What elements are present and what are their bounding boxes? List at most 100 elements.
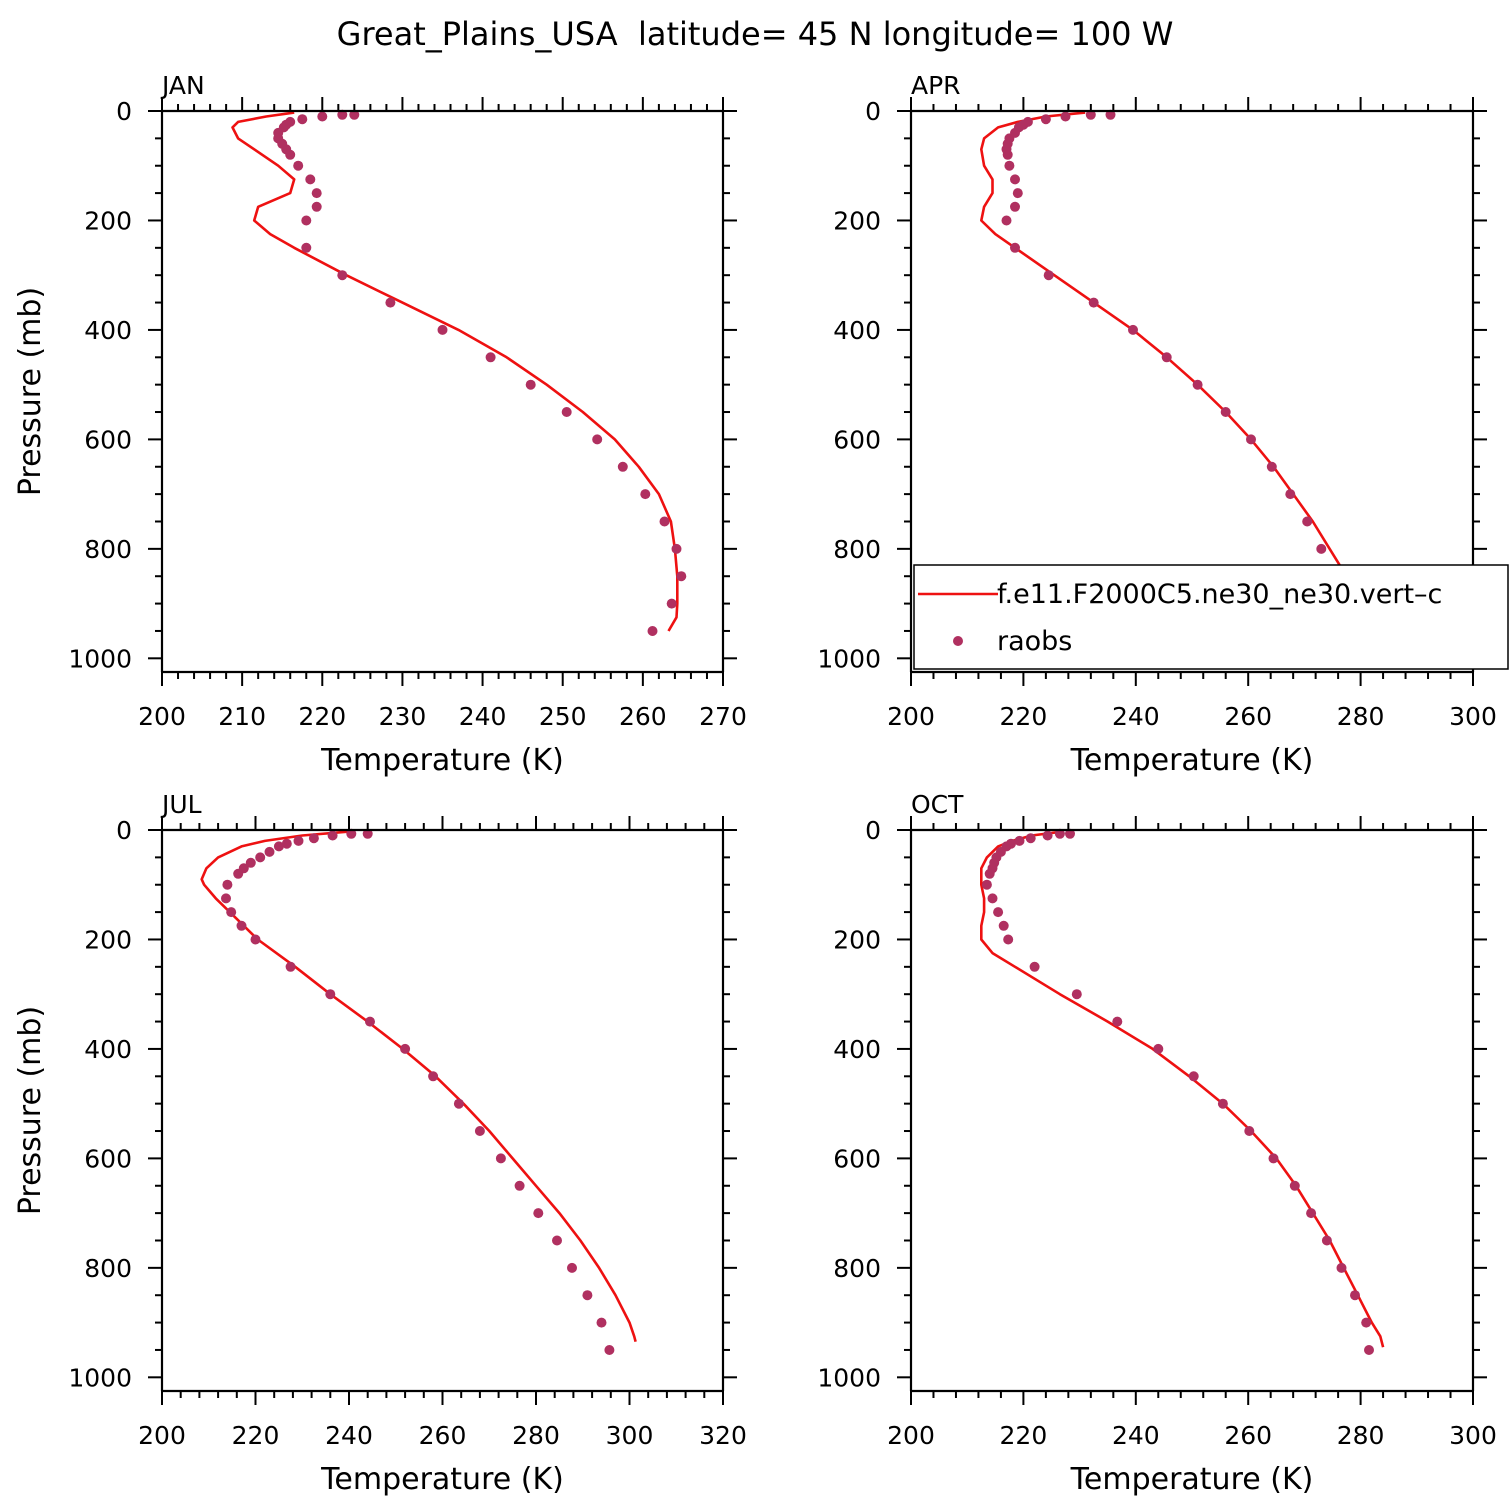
panel-oct-obs-point — [1065, 828, 1075, 839]
panel-jul-obs-point — [453, 1098, 464, 1109]
panel-jul-obs-point — [533, 1208, 544, 1219]
panel-oct-obs-point — [1042, 830, 1053, 841]
panel-oct-obs-point — [1014, 835, 1025, 846]
panel-apr-ytick-label: 600 — [833, 425, 881, 454]
panel-jan-obs-point — [647, 626, 658, 636]
panel-jul-ytick-label: 600 — [84, 1144, 132, 1173]
panel-jan-xtick-label: 230 — [379, 702, 427, 731]
panel-apr-obs-point — [1002, 149, 1013, 160]
panel-jul-obs-point — [365, 1016, 375, 1027]
panel-apr-obs-point — [1088, 297, 1099, 308]
panel-apr-obs-point — [1128, 324, 1138, 335]
panel-jul-obs-point — [474, 1126, 485, 1136]
panel-jul-ytick-label: 200 — [84, 925, 132, 954]
panel-jul: JUL 200 220 240 260 280 300 320 0 200 400 600 800 100… — [13, 790, 747, 1497]
panel-jul-obs-point — [582, 1290, 593, 1301]
panel-jan-ylabel: Pressure (mb) — [13, 287, 48, 496]
panel-oct-obs-point — [1188, 1071, 1199, 1082]
panel-oct-xtick-label: 280 — [1337, 1421, 1385, 1450]
panel-apr-ytick-label: 800 — [833, 535, 881, 564]
panel-oct-obs-point — [993, 907, 1004, 918]
figure-title: Great_Plains_USA latitude= 45 N longitud… — [337, 15, 1174, 53]
panel-oct-obs-point — [1029, 961, 1040, 972]
panel-jul-obs-point — [308, 833, 319, 844]
panel-apr-xtick-label: 280 — [1337, 702, 1385, 731]
panel-oct-obs-point — [1361, 1317, 1372, 1328]
panel-apr-obs-point — [1105, 109, 1116, 120]
panel-jul-xtick-label: 280 — [512, 1421, 560, 1450]
panel-jul-obs-point — [400, 1043, 411, 1054]
panel-jul-obs-point — [273, 841, 284, 852]
panel-jul-label: JUL — [160, 790, 202, 819]
panel-jul-obs-point — [293, 835, 304, 846]
panel-oct-obs-point — [1306, 1208, 1317, 1219]
panel-jan-xtick-label: 260 — [619, 702, 667, 731]
panel-jan: JAN 200 210 220 230 240 250 260 270 0 200 400 600 800… — [13, 71, 747, 778]
panel-jan-obs-point — [297, 114, 308, 125]
panel-jan-xtick-label: 200 — [138, 702, 186, 731]
panel-jul-xtick-label: 240 — [325, 1421, 373, 1450]
panel-apr-obs-point — [1246, 434, 1256, 445]
panel-jul-obs-point — [245, 857, 256, 868]
panel-apr-xtick-label: 220 — [1000, 702, 1048, 731]
panel-apr-obs-point — [1085, 109, 1096, 120]
panel-jan-obs-point — [301, 242, 312, 253]
panel-oct-obs-point — [1025, 833, 1036, 844]
panel-oct-obs-point — [1003, 934, 1014, 945]
panel-oct-ytick-label: 800 — [833, 1254, 881, 1283]
panel-jul-ytick-label: 800 — [84, 1254, 132, 1283]
panel-oct-obs-point — [1268, 1153, 1279, 1164]
panel-oct-obs-point — [1364, 1345, 1374, 1355]
panel-jul-obs-point — [362, 828, 373, 839]
panel-apr-xtick-label: 240 — [1112, 702, 1160, 731]
panel-apr-obs-point — [1060, 111, 1071, 122]
panel-oct-obs-point — [1217, 1098, 1228, 1109]
panel-apr-obs-point — [1010, 174, 1020, 185]
panel-jan-obs-point — [659, 516, 670, 527]
panel-jul-ytick-label: 400 — [84, 1035, 132, 1064]
panel-jul-obs-point — [325, 989, 336, 1000]
panel-oct-xlabel: Temperature (K) — [1070, 1462, 1314, 1497]
panel-jan-obs-point — [671, 543, 682, 554]
panel-jan-obs-point — [640, 489, 651, 500]
panel-apr-obs-point — [1043, 270, 1054, 281]
panel-jul-obs-point — [604, 1345, 615, 1355]
panel-jul-xtick-label: 320 — [699, 1421, 747, 1450]
panel-jul-obs-point — [567, 1262, 577, 1273]
panel-apr-model-line — [979, 111, 1379, 627]
panel-jan-obs-point — [285, 149, 296, 160]
legend-obs-swatch — [953, 636, 963, 646]
panel-jan-obs-point — [385, 297, 396, 308]
panel-oct-xtick-label: 200 — [887, 1421, 935, 1450]
panel-jan-obs-point — [592, 434, 603, 445]
panel-jul-xtick-label: 220 — [232, 1421, 280, 1450]
panel-jul-model-line — [200, 830, 637, 1343]
panel-jan-obs-point — [293, 160, 304, 171]
panel-jul-obs-point — [346, 828, 357, 839]
panel-jan-ytick-label: 800 — [84, 535, 132, 564]
panel-jul-ytick-label: 0 — [116, 816, 132, 845]
panel-apr-xtick-label: 300 — [1449, 702, 1497, 731]
panel-oct-xtick-label: 260 — [1224, 1421, 1272, 1450]
panel-jan-ytick-label: 1000 — [68, 644, 132, 673]
panel-apr-ytick-label: 400 — [833, 316, 881, 345]
panel-oct-ytick-label: 1000 — [817, 1363, 881, 1392]
panel-oct-xtick-label: 240 — [1112, 1421, 1160, 1450]
panel-jul-obs-point — [495, 1153, 506, 1164]
panel-apr-xtick-label: 260 — [1224, 702, 1272, 731]
panel-jul-xlabel: Temperature (K) — [320, 1462, 564, 1497]
panel-jul-xtick-label: 300 — [606, 1421, 654, 1450]
panel-jan-xtick-label: 250 — [539, 702, 587, 731]
panel-oct-label: OCT — [911, 790, 964, 819]
panel-oct-xtick-label: 220 — [1000, 1421, 1048, 1450]
panel-jul-obs-point — [514, 1180, 525, 1191]
panel-oct-obs-point — [1289, 1180, 1300, 1191]
panel-jan-ytick-label: 600 — [84, 425, 132, 454]
panel-jan-obs-point — [305, 174, 316, 185]
panel-jan-ytick-label: 200 — [84, 206, 132, 235]
panel-apr-obs-point — [1285, 489, 1296, 500]
panel-jan-obs-point — [337, 109, 348, 120]
panel-apr: APR 200 220 240 260 280 300 0 200 400 600 800 1000 Te… — [817, 71, 1509, 778]
